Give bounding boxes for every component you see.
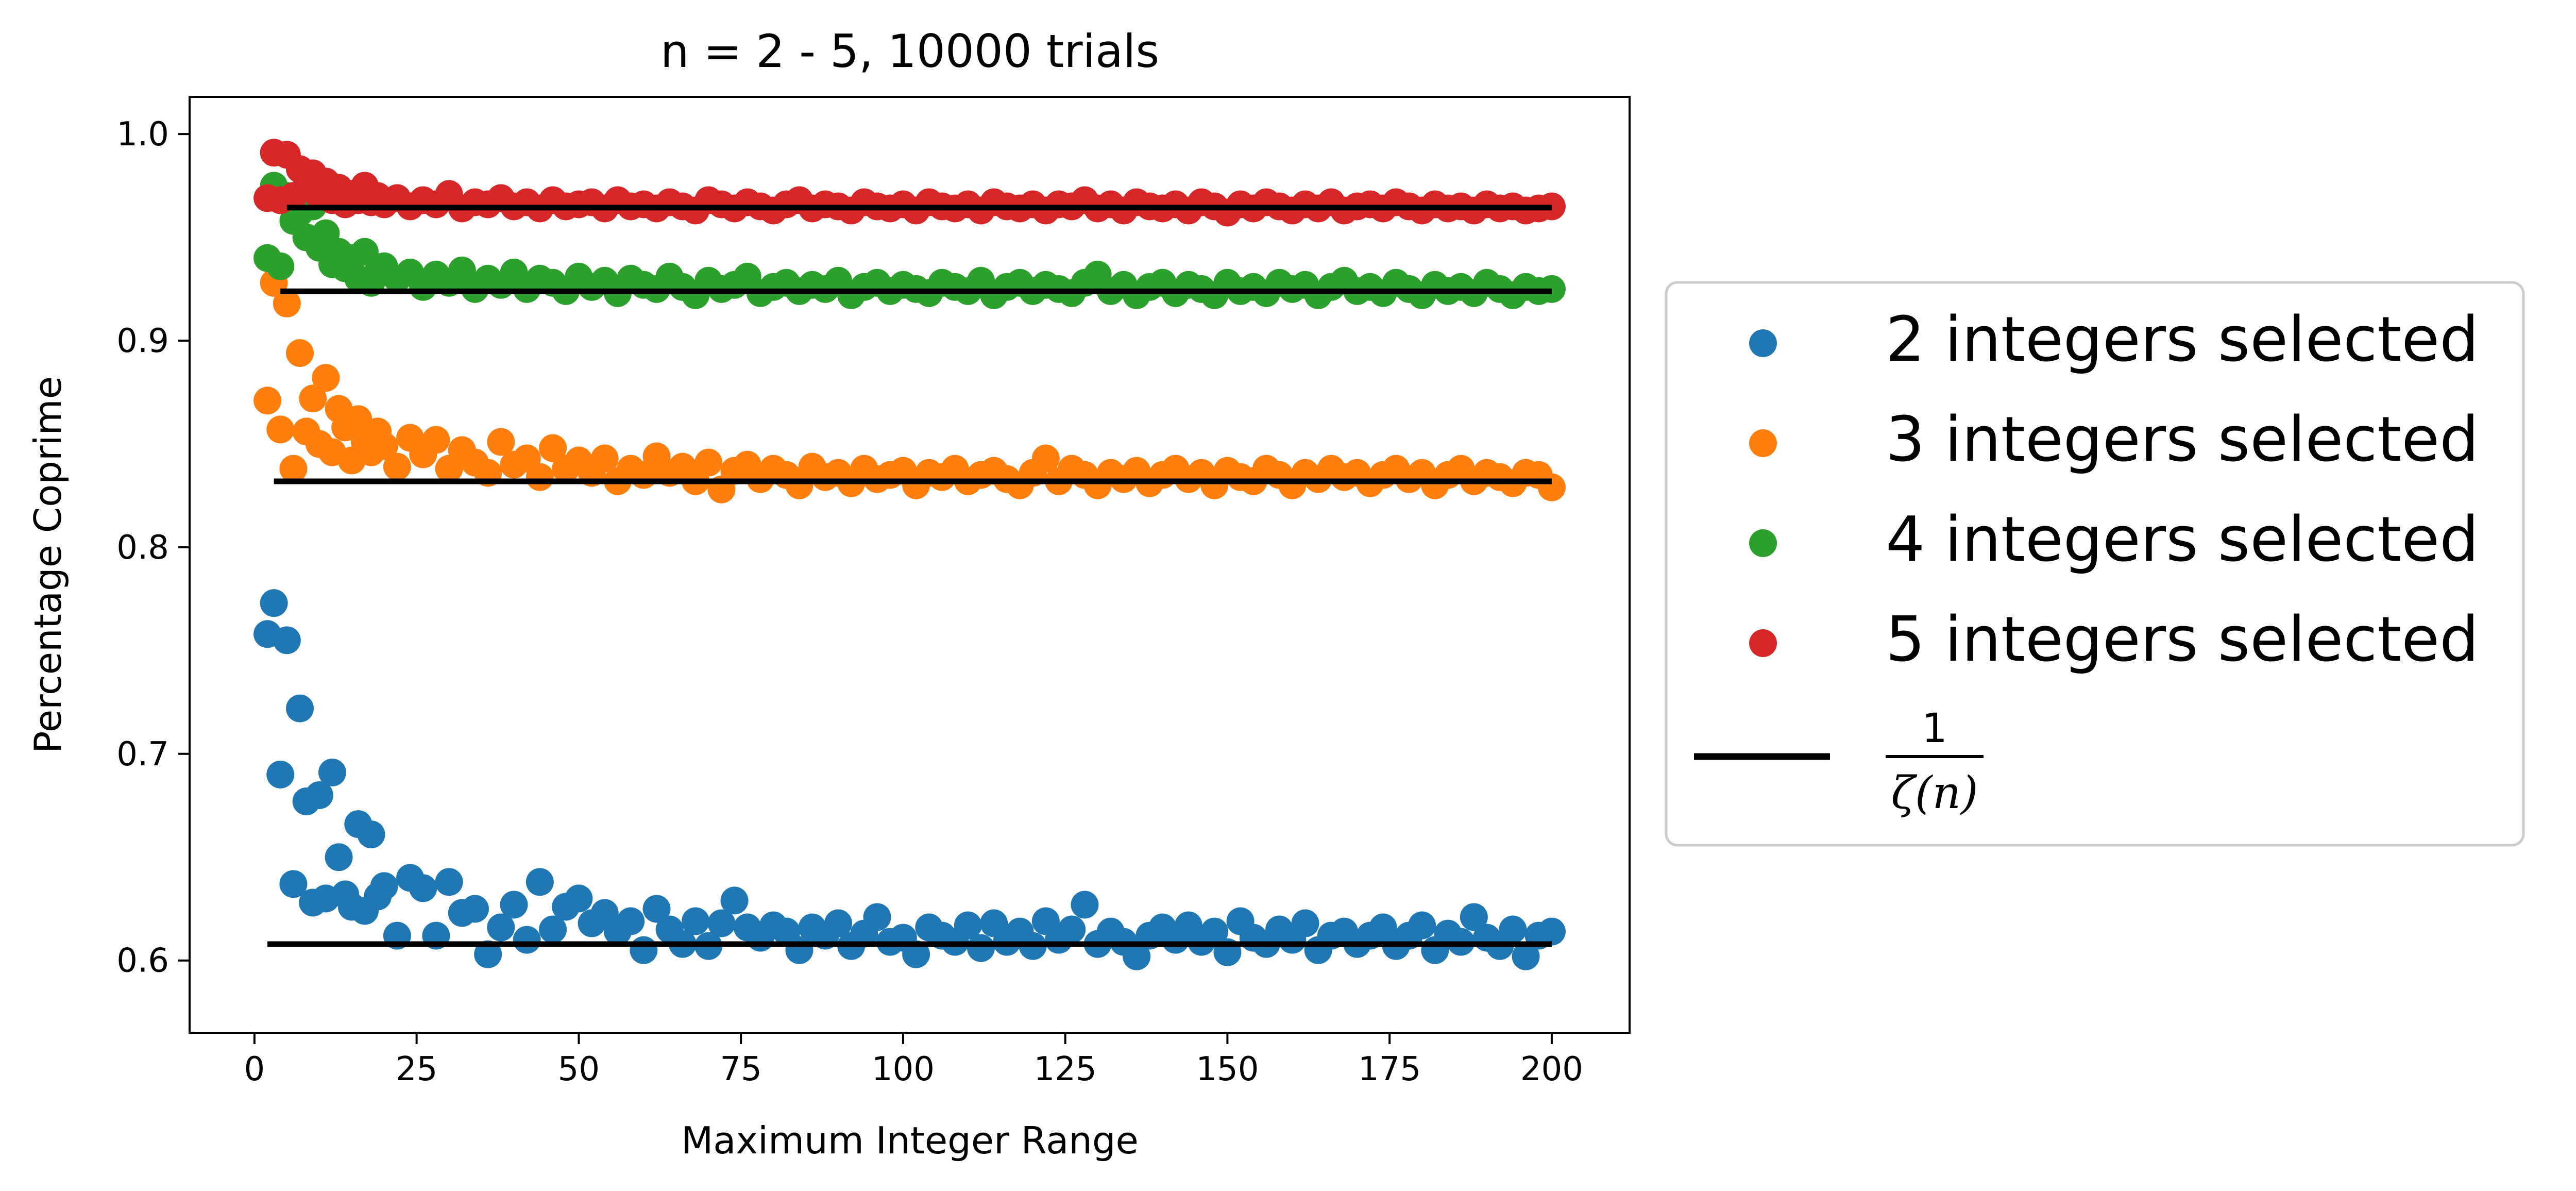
data-point [370, 872, 398, 900]
data-point [617, 907, 645, 935]
series-3-integers [253, 269, 1566, 504]
data-point [305, 781, 333, 809]
data-point [253, 387, 282, 415]
data-point [487, 428, 515, 456]
data-point [266, 252, 295, 280]
x-axis: 0 25 50 75 100 125 150 175 200 [244, 1033, 1583, 1088]
data-point [312, 364, 340, 392]
x-tick-label: 175 [1358, 1050, 1421, 1088]
data-point [694, 448, 723, 477]
data-point [279, 455, 308, 483]
data-point [565, 884, 593, 913]
y-tick-label: 0.8 [116, 529, 169, 567]
data-point [273, 626, 301, 655]
data-point [266, 415, 295, 444]
y-tick-label: 0.9 [116, 322, 169, 360]
data-point [902, 940, 930, 968]
plot-area [189, 96, 1631, 1034]
data-point [630, 936, 658, 964]
data-point [526, 868, 554, 896]
chart-title: n = 2 - 5, 10000 trials [660, 25, 1159, 78]
points-layer [253, 139, 1566, 970]
legend: 2 integers selected 3 integers selected … [1665, 281, 2525, 847]
data-point [273, 289, 301, 317]
data-point [954, 911, 982, 940]
data-point [350, 238, 379, 266]
reference-lines [267, 205, 1552, 947]
y-tick-label: 0.7 [116, 735, 169, 774]
legend-label-2-integers: 2 integers selected [1886, 304, 2479, 376]
legend-label-4-integers: 4 integers selected [1886, 504, 2479, 576]
data-point [1537, 473, 1566, 501]
x-tick-label: 150 [1196, 1050, 1259, 1088]
x-tick-label: 25 [396, 1050, 437, 1088]
data-point [863, 903, 891, 931]
legend-fraction-denominator: ζ(n) [1891, 767, 1978, 819]
data-point [824, 909, 853, 937]
data-point [325, 843, 353, 871]
data-point [513, 926, 541, 954]
data-point [260, 589, 288, 617]
legend-label-5-integers: 5 integers selected [1886, 604, 2479, 676]
data-point [1200, 917, 1229, 946]
data-point [539, 915, 567, 944]
data-point [487, 913, 515, 942]
data-point [318, 758, 346, 786]
data-point [1071, 891, 1099, 919]
data-point [1408, 911, 1436, 940]
data-point [370, 432, 398, 460]
data-point [500, 891, 528, 919]
x-tick-label: 100 [872, 1050, 935, 1088]
data-point [279, 870, 308, 898]
data-point [720, 886, 749, 915]
data-point [526, 463, 554, 491]
data-point [967, 934, 995, 962]
data-point [409, 874, 437, 902]
legend-fraction-numerator: 1 [1922, 706, 1947, 752]
data-point [1291, 909, 1319, 937]
data-point [707, 909, 736, 937]
data-point [435, 868, 463, 896]
y-tick-label: 1.0 [116, 115, 169, 154]
legend-label-3-integers: 3 integers selected [1886, 404, 2479, 476]
x-tick-label: 75 [720, 1050, 761, 1088]
data-point [1123, 942, 1151, 970]
data-point [1058, 915, 1086, 944]
x-tick-label: 50 [558, 1050, 600, 1088]
data-point [422, 426, 450, 454]
data-point [474, 940, 502, 968]
legend-marker-2-integers [1749, 329, 1777, 357]
data-point [590, 444, 619, 473]
data-point [1537, 917, 1566, 946]
x-tick-label: 200 [1520, 1050, 1583, 1088]
plot-frame [189, 96, 1631, 1034]
series-5-integers [253, 139, 1566, 227]
legend-frame [1665, 281, 2525, 847]
legend-marker-4-integers [1749, 529, 1777, 557]
data-point [357, 820, 385, 849]
data-point [539, 434, 567, 462]
data-point [461, 895, 489, 923]
x-tick-label: 125 [1034, 1050, 1097, 1088]
data-point [299, 384, 327, 413]
legend-marker-5-integers [1749, 629, 1777, 657]
data-point [286, 339, 314, 367]
x-axis-label: Maximum Integer Range [681, 1119, 1139, 1162]
data-point [383, 452, 411, 481]
series-2-integers [253, 589, 1566, 970]
y-axis-label: Percentage Coprime [26, 376, 70, 753]
data-point [1499, 915, 1527, 944]
y-tick-label: 0.6 [116, 942, 169, 980]
y-axis: 0.6 0.7 0.8 0.9 1.0 [116, 115, 190, 980]
data-point [1512, 942, 1540, 970]
data-point [286, 694, 314, 723]
data-point [266, 760, 295, 789]
x-tick-label: 0 [244, 1050, 265, 1088]
data-point [1460, 903, 1488, 931]
data-point [642, 895, 671, 923]
data-point [682, 907, 710, 935]
legend-marker-3-integers [1749, 429, 1777, 457]
data-point [1031, 444, 1060, 473]
